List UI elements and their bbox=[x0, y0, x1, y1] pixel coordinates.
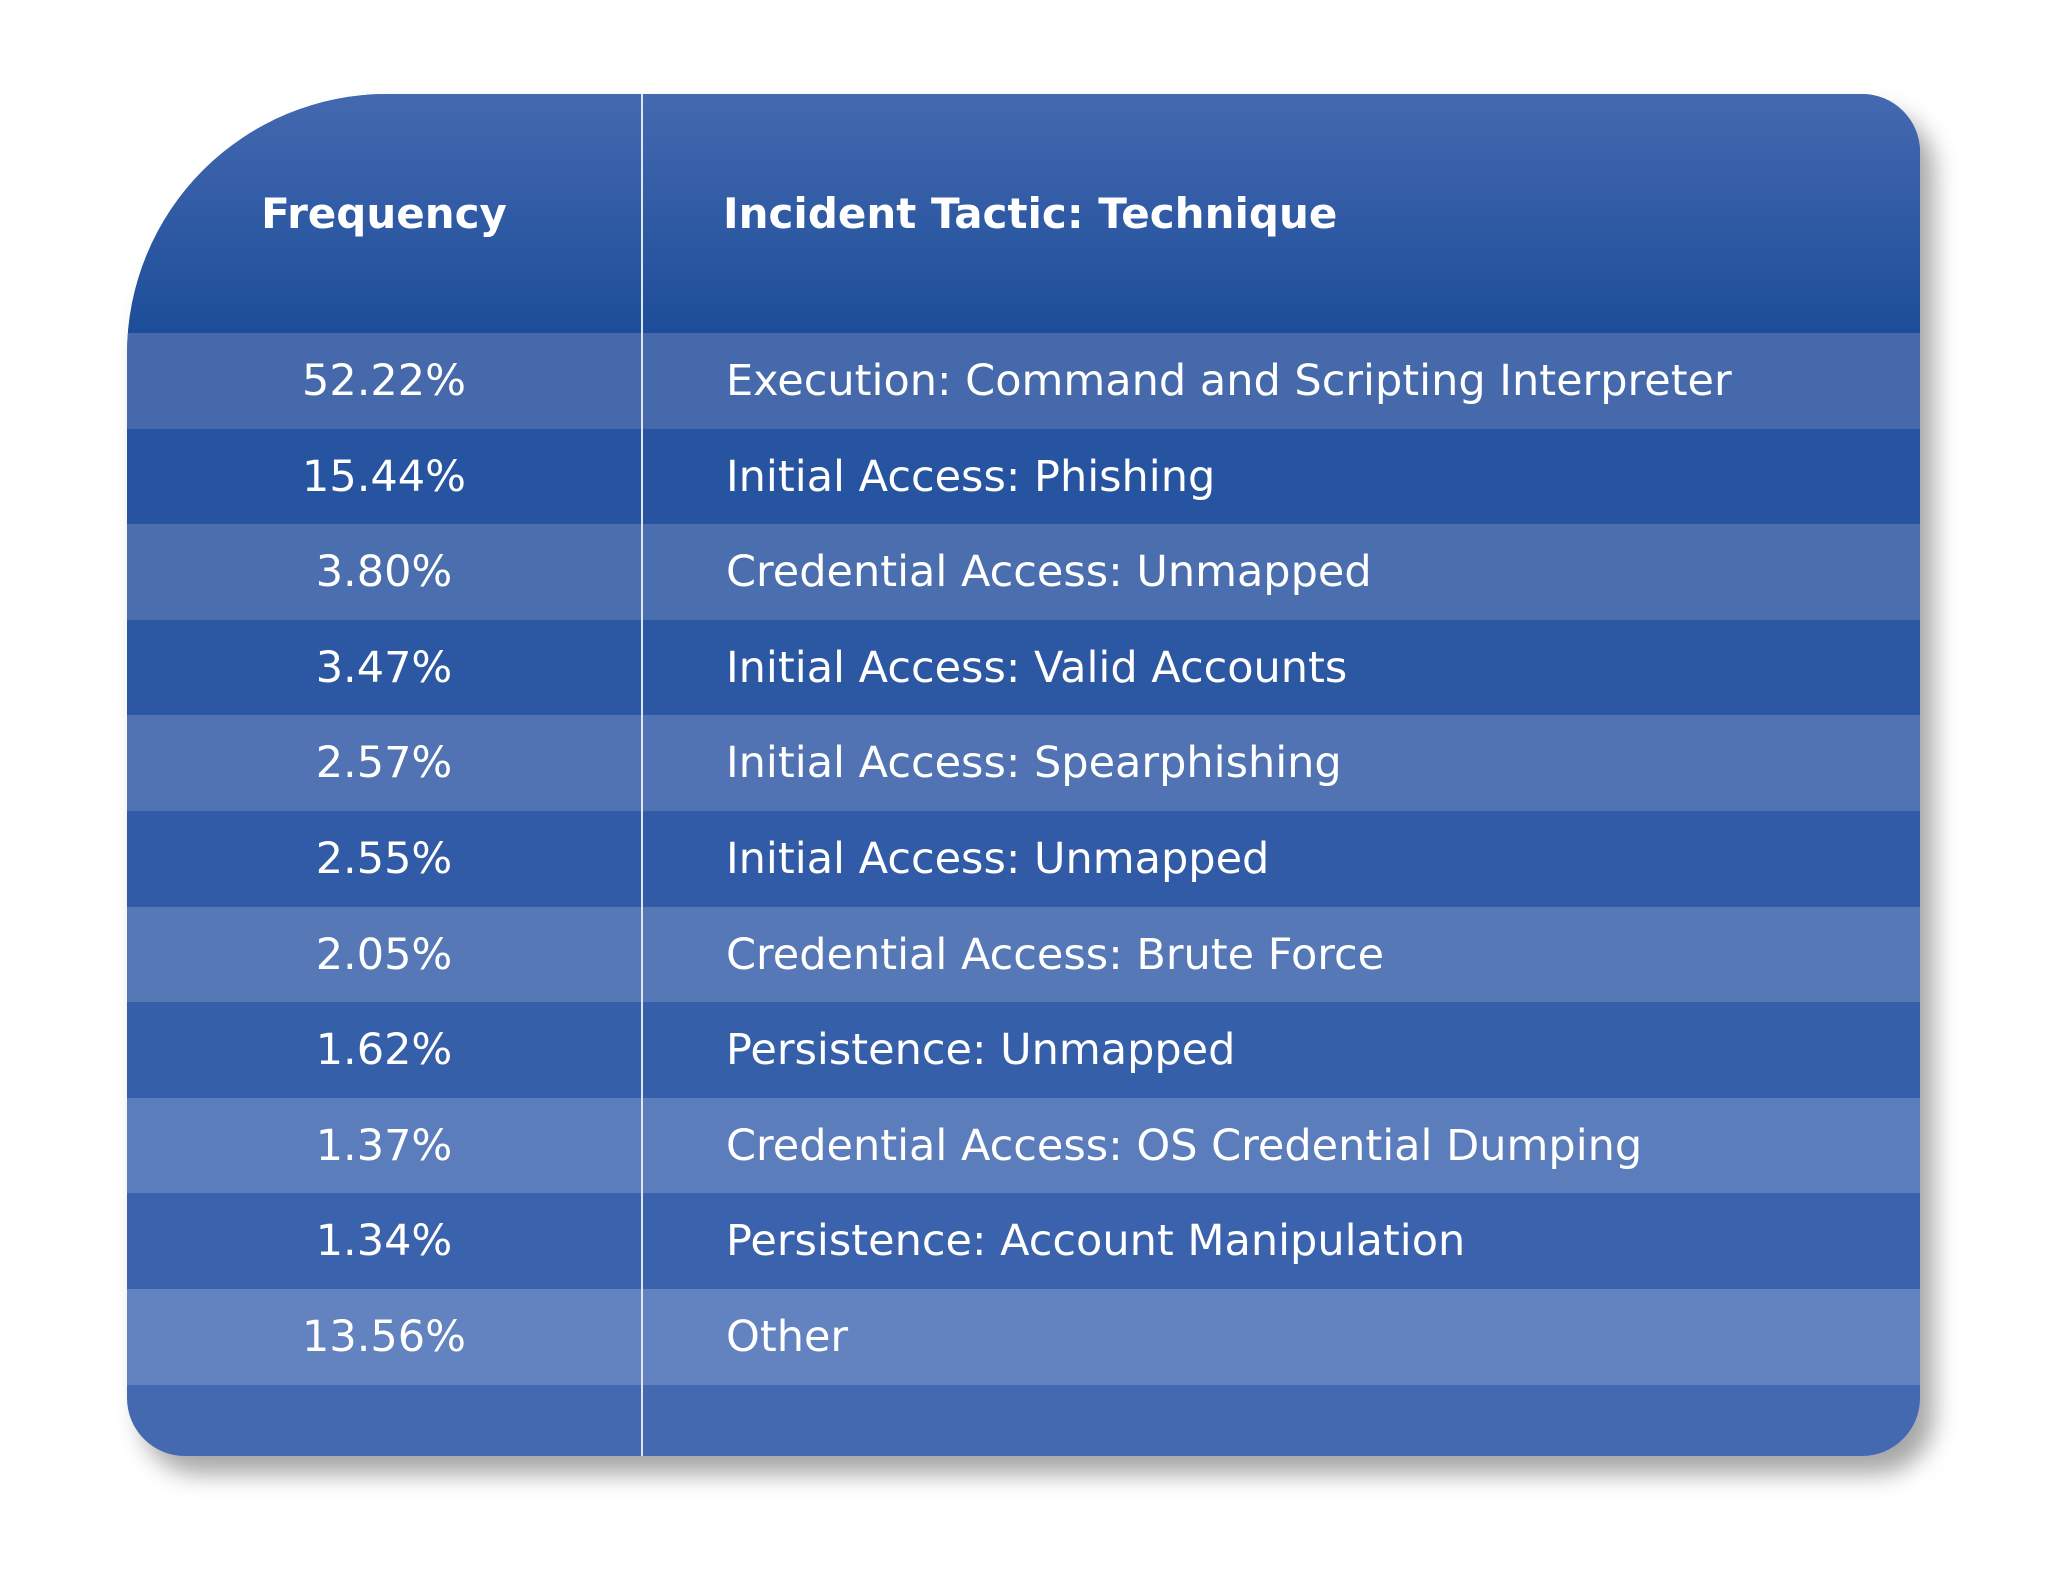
header-cell: Frequency bbox=[261, 189, 507, 238]
technique-cell: Execution: Command and Scripting Interpr… bbox=[726, 356, 1732, 406]
table-row: 1.37% Credential Access: OS Credential Du… bbox=[127, 1097, 1920, 1194]
frequency-cell: 52.22% bbox=[302, 356, 466, 406]
table-row: 13.56% Other bbox=[127, 1289, 1920, 1385]
table-header: Frequency Incident Tactic: Technique bbox=[127, 94, 1920, 333]
technique-cell: Initial Access: Valid Accounts bbox=[726, 642, 1348, 693]
technique-cell: Persistence: Account Manipulation bbox=[726, 1216, 1466, 1267]
frequency-cell: 2.55% bbox=[315, 834, 453, 884]
technique-cell: Initial Access: Spearphishing bbox=[726, 738, 1342, 789]
table-row: 2.05% Credential Access: Brute Force bbox=[127, 906, 1920, 1003]
header-cell: Incident Tactic: Technique bbox=[723, 189, 1338, 238]
table-row: 1.34% Persistence: Account Manipulation bbox=[127, 1193, 1920, 1290]
column-divider bbox=[641, 94, 643, 1456]
frequency-cell: 15.44% bbox=[302, 451, 466, 502]
technique-cell: Initial Access: Unmapped bbox=[726, 834, 1270, 884]
table-row: 1.62% Persistence: Unmapped bbox=[127, 1002, 1920, 1099]
frequency-cell: 1.34% bbox=[315, 1216, 453, 1267]
frequency-cell: 1.37% bbox=[315, 1120, 453, 1171]
technique-cell: Credential Access: OS Credential Dumping bbox=[726, 1120, 1643, 1171]
frequency-cell: 13.56% bbox=[302, 1312, 466, 1362]
frequency-cell: 2.05% bbox=[315, 929, 453, 980]
table-row: 3.47% Initial Access: Valid Accounts bbox=[127, 619, 1920, 716]
frequency-cell: 2.57% bbox=[315, 738, 453, 789]
technique-cell: Persistence: Unmapped bbox=[726, 1025, 1236, 1076]
frequency-cell: 3.80% bbox=[315, 547, 453, 598]
table-row: 52.22% Execution: Command and Scripting I… bbox=[127, 333, 1920, 429]
table-row: 15.44% Initial Access: Phishing bbox=[127, 428, 1920, 525]
technique-cell: Initial Access: Phishing bbox=[726, 451, 1216, 502]
table-card: Frequency Incident Tactic: Technique 52.… bbox=[127, 94, 1920, 1456]
technique-cell: Credential Access: Brute Force bbox=[726, 929, 1385, 980]
table-row: 2.57% Initial Access: Spearphishing bbox=[127, 715, 1920, 812]
technique-cell: Other bbox=[726, 1312, 849, 1362]
frequency-cell: 3.47% bbox=[315, 642, 453, 693]
table-row: 3.80% Credential Access: Unmapped bbox=[127, 524, 1920, 621]
table-row: 2.55% Initial Access: Unmapped bbox=[127, 811, 1920, 907]
frequency-cell: 1.62% bbox=[315, 1025, 453, 1076]
technique-cell: Credential Access: Unmapped bbox=[726, 547, 1372, 598]
